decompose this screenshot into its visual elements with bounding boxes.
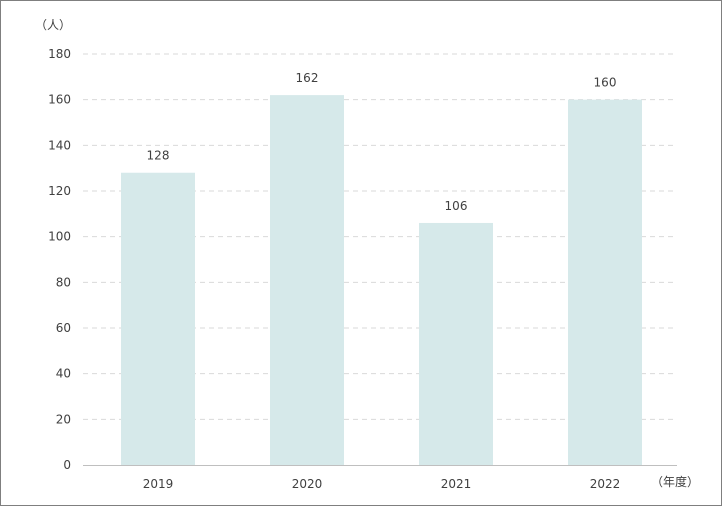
x-tick-label: 2020 (292, 477, 323, 491)
x-axis-unit-label: （年度） (651, 474, 699, 489)
y-tick-labels: 0 20 40 60 80 100 120 140 160 180 (48, 47, 71, 472)
bar-2022 (568, 99, 642, 466)
data-label: 106 (445, 199, 468, 213)
data-labels: 128 162 106 160 (147, 71, 617, 213)
x-tick-label: 2021 (441, 477, 472, 491)
data-label: 128 (147, 149, 170, 163)
y-tick-label: 0 (63, 458, 71, 472)
x-tick-label: 2019 (143, 477, 174, 491)
y-tick-label: 140 (48, 138, 71, 152)
y-tick-label: 20 (56, 412, 71, 426)
y-tick-label: 180 (48, 47, 71, 61)
y-tick-label: 120 (48, 184, 71, 198)
y-tick-label: 60 (56, 321, 71, 335)
y-tick-label: 160 (48, 93, 71, 107)
bar-2020 (270, 95, 344, 465)
x-tick-labels: 2019 2020 2021 2022 (143, 477, 621, 491)
x-tick-label: 2022 (590, 477, 621, 491)
y-tick-label: 80 (56, 275, 71, 289)
bar-2021 (419, 222, 493, 465)
bars (121, 95, 642, 466)
y-axis-unit-label: （人） (35, 18, 71, 32)
y-tick-label: 100 (48, 230, 71, 244)
y-tick-label: 40 (56, 367, 71, 381)
data-label: 160 (594, 76, 617, 90)
bar-2019 (121, 172, 195, 465)
data-label: 162 (296, 71, 319, 85)
